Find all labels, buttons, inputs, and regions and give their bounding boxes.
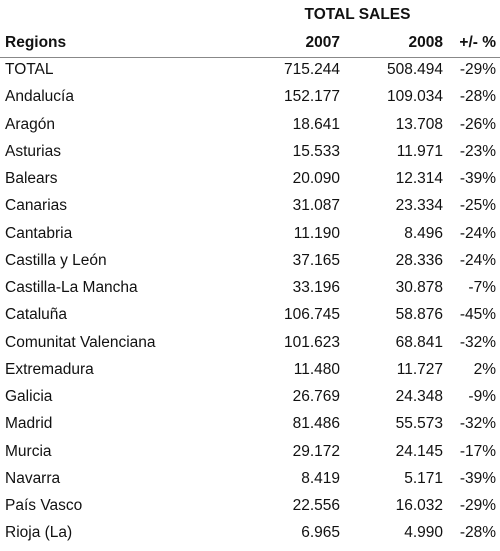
year-header: 2007 bbox=[305, 34, 340, 51]
sales-value: 28.336 bbox=[395, 251, 443, 269]
change-percent: -26% bbox=[459, 115, 496, 133]
change-percent: -28% bbox=[459, 524, 496, 542]
region-name: Asturias bbox=[5, 142, 61, 160]
change-percent: -39% bbox=[459, 469, 496, 487]
sales-value: 715.244 bbox=[283, 61, 340, 78]
sales-value: 8.496 bbox=[404, 224, 443, 242]
sales-value: 30.878 bbox=[395, 279, 443, 296]
change-percent: -24% bbox=[459, 224, 496, 242]
sales-value: 4.990 bbox=[404, 524, 443, 542]
sales-value: 23.334 bbox=[395, 197, 443, 215]
sales-value: 6.965 bbox=[301, 524, 340, 542]
sales-value: 11.727 bbox=[396, 360, 443, 378]
region-name: Aragón bbox=[5, 115, 55, 133]
change-percent: -45% bbox=[459, 306, 496, 324]
region-name: Extremadura bbox=[5, 360, 94, 378]
region-name: Castilla-La Mancha bbox=[5, 279, 138, 296]
region-name: Balears bbox=[5, 170, 58, 187]
sales-value: 13.708 bbox=[395, 115, 443, 133]
change-percent: -9% bbox=[468, 388, 496, 405]
sales-value: 24.348 bbox=[395, 388, 443, 405]
sales-value: 11.971 bbox=[396, 142, 443, 160]
sales-value: 11.480 bbox=[293, 360, 340, 378]
group-header: TOTAL SALES bbox=[304, 6, 411, 23]
change-percent: -32% bbox=[459, 333, 496, 351]
change-percent: -39% bbox=[459, 170, 496, 187]
sales-value: 109.034 bbox=[386, 88, 443, 106]
sales-value: 5.171 bbox=[404, 469, 443, 487]
region-name: Galicia bbox=[5, 388, 53, 405]
sales-value: 152.177 bbox=[283, 88, 340, 106]
sales-value: 11.190 bbox=[293, 224, 340, 242]
sales-value: 15.533 bbox=[292, 142, 340, 160]
change-percent: -29% bbox=[459, 497, 496, 514]
change-percent: -23% bbox=[459, 142, 496, 160]
region-name: Canarias bbox=[5, 197, 68, 215]
region-name: Andalucía bbox=[5, 88, 74, 106]
change-percent: -24% bbox=[459, 251, 496, 269]
sales-value: 33.196 bbox=[292, 279, 340, 296]
change-percent: -29% bbox=[459, 61, 496, 78]
sales-value: 37.165 bbox=[292, 251, 340, 269]
sales-value: 81.486 bbox=[292, 415, 340, 433]
change-percent: -7% bbox=[468, 279, 496, 296]
change-percent: -28% bbox=[459, 88, 496, 106]
region-name: Cantabria bbox=[5, 224, 73, 242]
region-name: Navarra bbox=[5, 469, 61, 487]
sales-value: 12.314 bbox=[395, 170, 443, 187]
region-header: Regions bbox=[5, 34, 67, 51]
sales-value: 55.573 bbox=[395, 415, 443, 433]
region-name: Rioja (La) bbox=[5, 524, 73, 542]
header-rule bbox=[0, 57, 500, 58]
change-header: +/- % bbox=[459, 34, 496, 51]
region-name: Murcia bbox=[5, 442, 52, 460]
change-percent: -32% bbox=[459, 415, 496, 433]
sales-value: 68.841 bbox=[395, 333, 443, 351]
change-percent: 2% bbox=[473, 360, 496, 378]
sales-value: 16.032 bbox=[395, 497, 443, 514]
sales-value: 20.090 bbox=[292, 170, 340, 187]
change-percent: -25% bbox=[459, 197, 496, 215]
sales-value: 8.419 bbox=[301, 469, 340, 487]
sales-value: 18.641 bbox=[292, 115, 340, 133]
sales-value: 101.623 bbox=[283, 333, 340, 351]
region-name: Cataluña bbox=[5, 306, 68, 324]
sales-value: 106.745 bbox=[283, 306, 340, 324]
region-name: Castilla y León bbox=[5, 251, 107, 269]
sales-value: 29.172 bbox=[292, 442, 340, 460]
change-percent: -17% bbox=[459, 442, 496, 460]
region-name: TOTAL bbox=[5, 61, 54, 78]
sales-value: 508.494 bbox=[386, 61, 443, 78]
year-header: 2008 bbox=[408, 34, 443, 51]
region-name: Madrid bbox=[5, 415, 53, 433]
sales-value: 58.876 bbox=[395, 306, 443, 324]
region-name: País Vasco bbox=[5, 497, 83, 514]
sales-value: 31.087 bbox=[292, 197, 340, 215]
sales-value: 26.769 bbox=[292, 388, 340, 405]
sales-value: 24.145 bbox=[395, 442, 443, 460]
region-name: Comunitat Valenciana bbox=[5, 333, 156, 351]
sales-value: 22.556 bbox=[292, 497, 340, 514]
